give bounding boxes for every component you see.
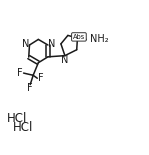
Text: N: N [61, 55, 68, 65]
Text: HCl: HCl [13, 121, 33, 134]
Text: N: N [48, 39, 56, 49]
Text: Abs: Abs [73, 34, 85, 40]
Text: NH₂: NH₂ [90, 34, 108, 44]
Text: F: F [27, 83, 32, 93]
Text: N: N [22, 39, 29, 49]
Text: HCl: HCl [7, 113, 27, 126]
Text: F: F [17, 68, 22, 78]
Text: F: F [38, 73, 44, 83]
